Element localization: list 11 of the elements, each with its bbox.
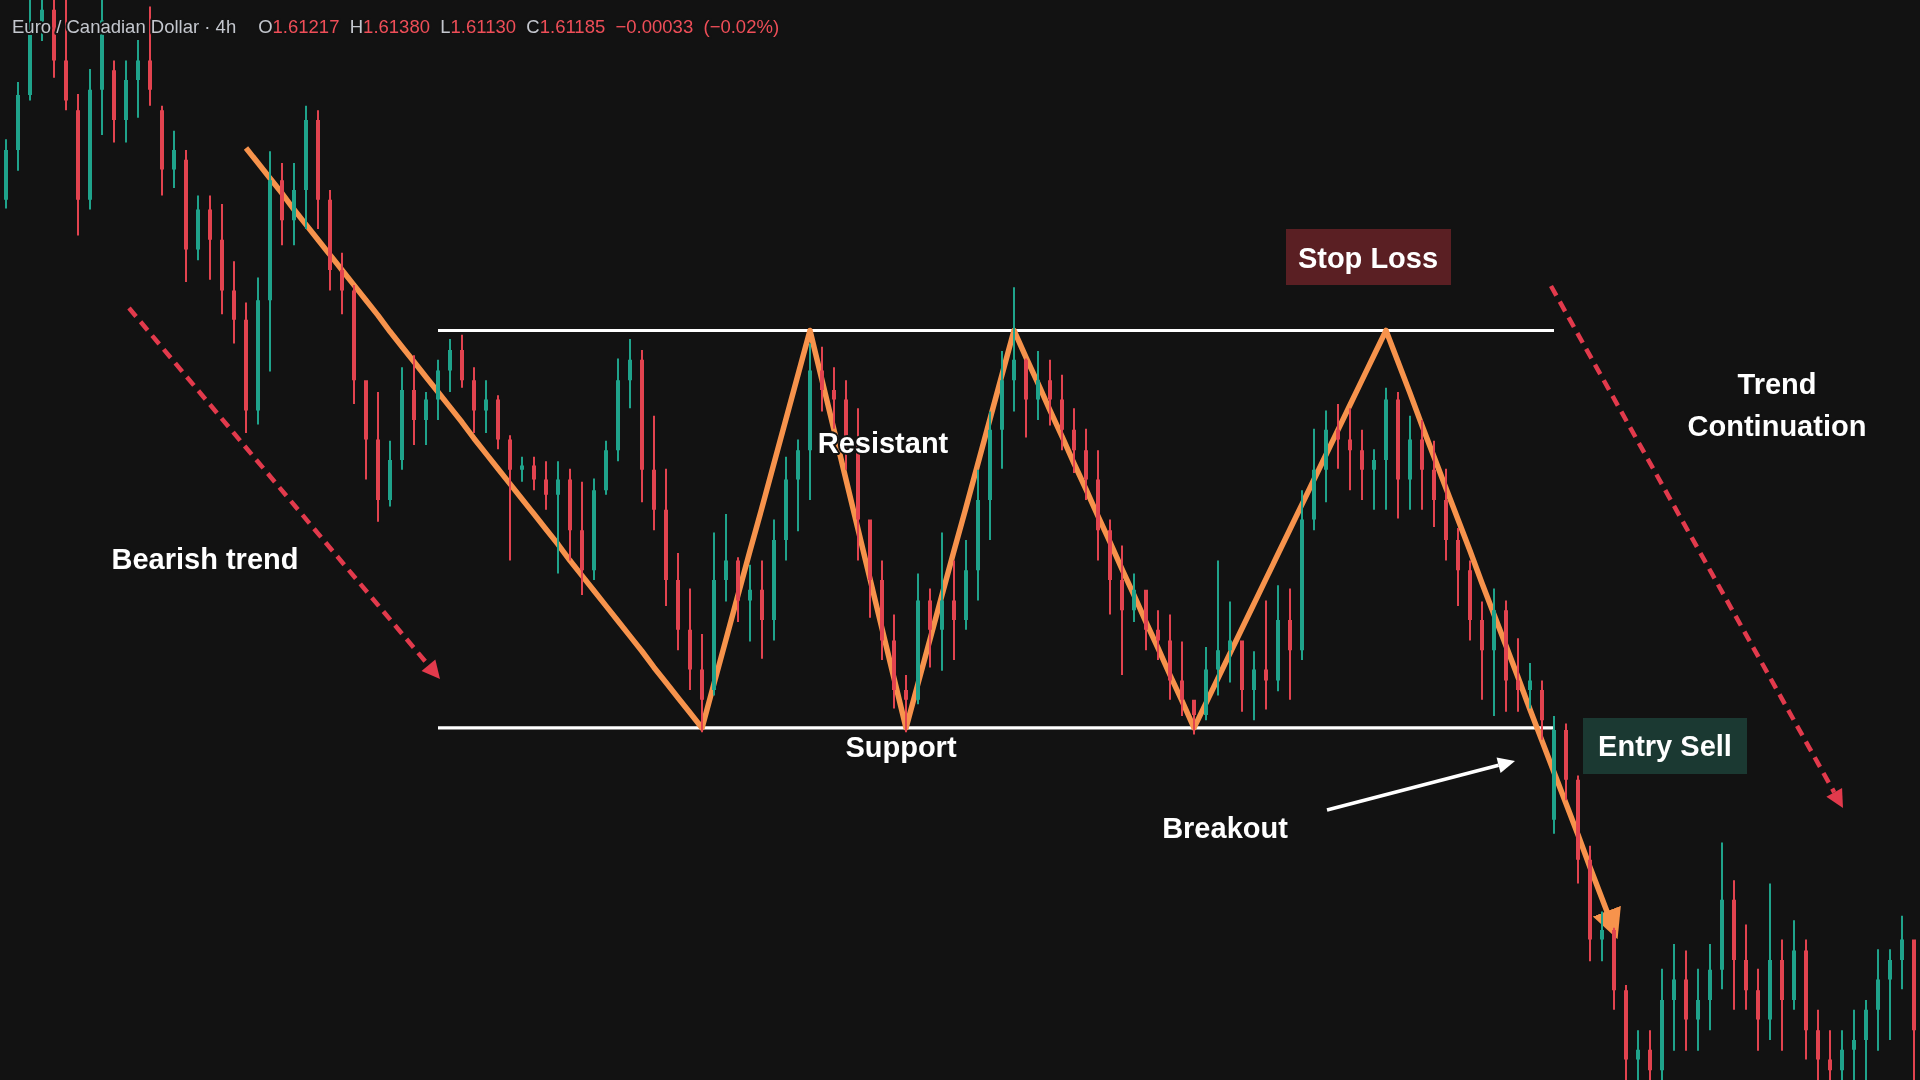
candlestick [1516, 638, 1520, 712]
annotation: Entry Sell [1598, 730, 1732, 762]
candlestick [1228, 601, 1232, 683]
candlestick [1264, 600, 1268, 710]
text: O1.61217 H1.61380 L1.61130 C1.61185 −0.00033 (−0.02%) [258, 16, 780, 37]
annotation: Support [845, 731, 957, 763]
candlestick [520, 456, 524, 482]
annotation: Breakout [1162, 812, 1289, 844]
annotation: Stop Loss [1297, 242, 1439, 274]
annotation: Trend Continuation [1687, 368, 1867, 442]
annotation: Bearish trend [111, 543, 299, 575]
